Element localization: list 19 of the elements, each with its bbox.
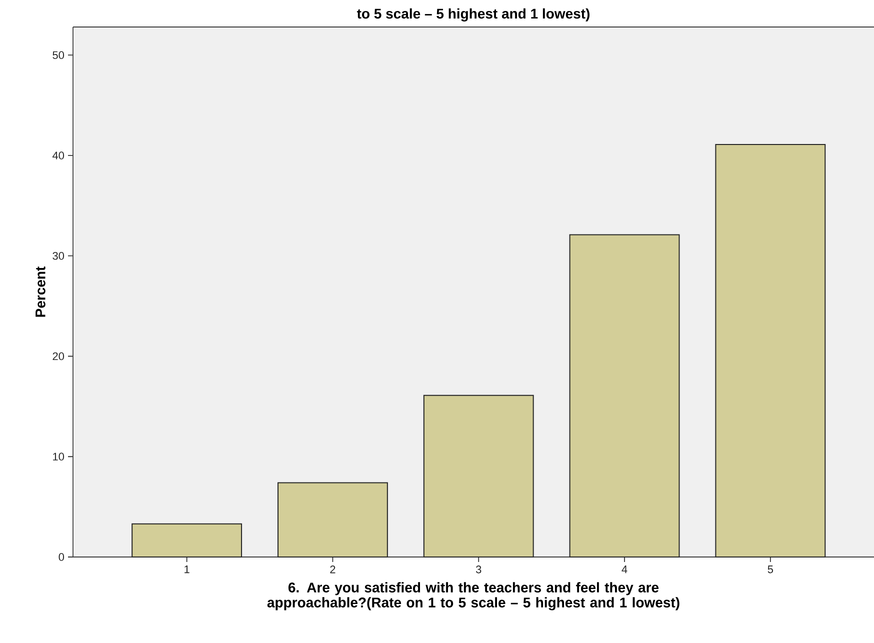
bar [423,394,534,558]
bar [278,482,388,558]
y-tick-label: 0 [58,553,64,561]
x-axis-title: 6. Are you satisfied with the teachers and feel they are approachable?(Rate on 1 to 5 scale – 5 highest and 1 lowest) [267,582,680,610]
x-tick-label: 3 [476,566,482,574]
y-tick-label: 50 [52,51,64,59]
y-tick-label: 30 [52,252,64,260]
x-tick-label: 5 [768,566,774,574]
chart-title: to 5 scale – 5 highest and 1 lowest) [356,8,590,22]
x-tick-label: 4 [622,566,628,574]
y-axis-title: Percent [36,266,46,317]
x-tick-label: 1 [184,566,190,574]
y-tick-label: 10 [53,452,64,461]
y-tick-label: 20 [52,352,64,360]
bar [715,144,826,558]
x-tick-label: 2 [330,566,336,574]
y-tick-label: 40 [52,152,64,160]
bar [569,234,680,558]
bar [132,523,242,558]
